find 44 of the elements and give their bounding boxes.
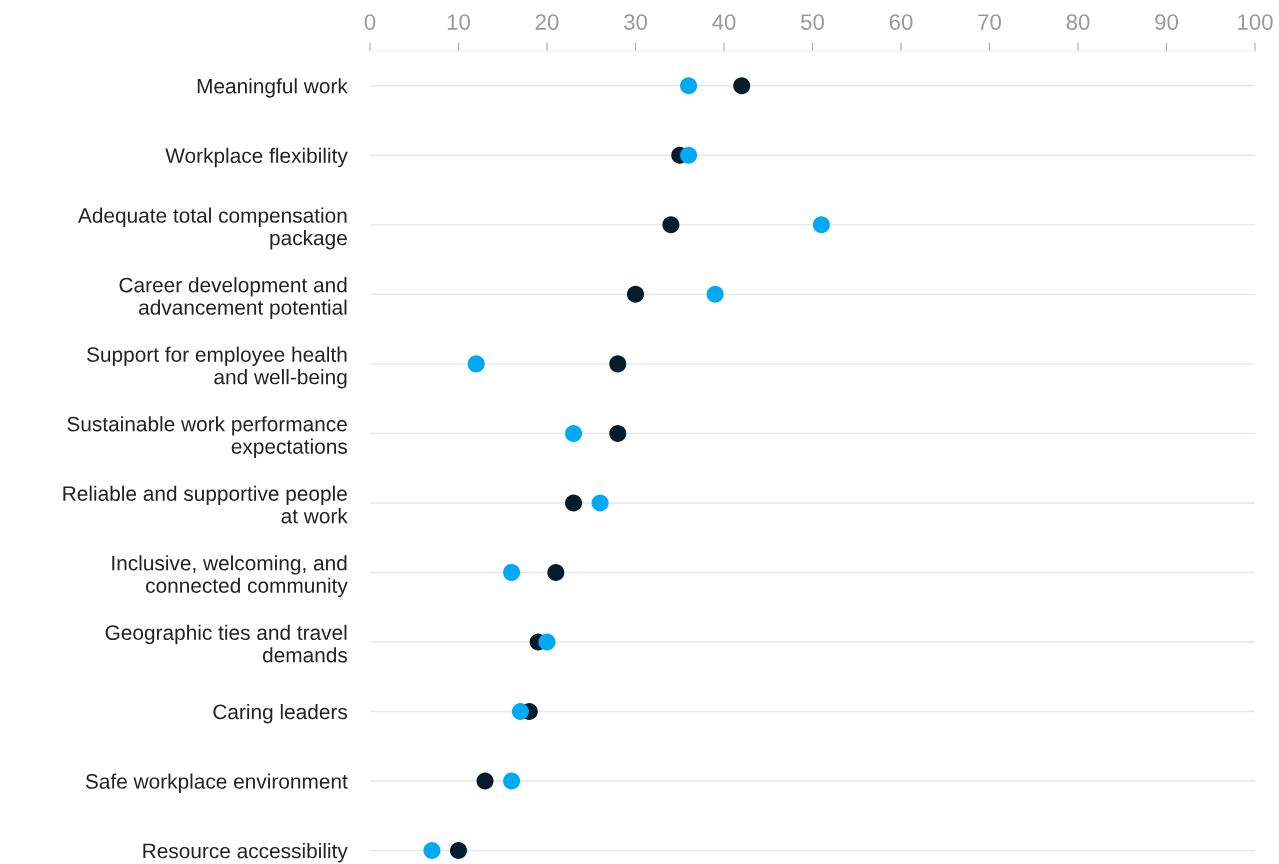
point xyxy=(511,703,529,721)
x-tick-label: 60 xyxy=(889,14,913,30)
y-tick-label: Caring leaders xyxy=(213,703,348,724)
point xyxy=(449,842,468,860)
y-tick-label: Inclusive, welcoming, and connected community xyxy=(112,555,348,598)
x-tick-label: 20 xyxy=(535,14,559,30)
point xyxy=(423,842,441,860)
x-tick-label: 70 xyxy=(978,14,1001,30)
point xyxy=(662,216,680,234)
point xyxy=(503,563,521,581)
point xyxy=(626,285,645,303)
x-tick-label: 0 xyxy=(364,14,376,30)
point xyxy=(565,424,583,442)
x-tick-label: 50 xyxy=(801,14,824,30)
y-tick-label: Support for employee health and well-being xyxy=(87,346,347,389)
y-tick-label: Geographic ties and travel demands xyxy=(105,624,348,663)
point xyxy=(538,633,556,651)
point xyxy=(547,563,565,581)
x-tick-label: 40 xyxy=(712,14,736,30)
x-tick-label: 30 xyxy=(623,14,647,30)
x-tick-label: 10 xyxy=(447,14,470,30)
point xyxy=(680,77,698,95)
y-tick-label: Reliable and supportive people at work xyxy=(63,485,348,524)
point xyxy=(609,355,627,373)
x-tick-label: 80 xyxy=(1066,14,1090,30)
y-tick-label: Resource accessibility xyxy=(143,843,348,863)
point xyxy=(609,424,627,442)
y-tick-label: Safe workplace environment xyxy=(85,773,348,793)
point xyxy=(706,285,724,303)
point xyxy=(680,146,698,164)
point xyxy=(467,355,485,373)
y-tick-label: Workplace flexibility xyxy=(165,147,348,168)
point xyxy=(476,772,494,790)
point xyxy=(812,216,830,234)
y-tick-label: Meaningful work xyxy=(197,78,348,98)
x-tick-label: 90 xyxy=(1155,14,1178,30)
point xyxy=(503,772,521,790)
y-tick-label: Career development and advancement potential xyxy=(119,277,347,319)
y-tick-label: Sustainable work performance expectations xyxy=(67,416,348,458)
point xyxy=(565,494,583,512)
y-tick-label: Adequate total compensation package xyxy=(77,207,347,250)
point xyxy=(591,494,609,512)
point xyxy=(733,77,751,95)
x-tick-label: 100 xyxy=(1238,14,1273,30)
